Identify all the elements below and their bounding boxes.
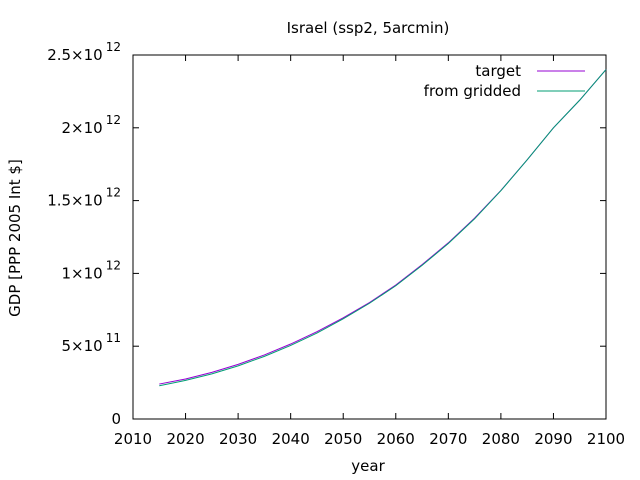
y-tick-exponent: 11 [106, 331, 121, 345]
x-tick-label: 2040 [272, 430, 310, 448]
x-axis: 2010 2020 2030 2040 2050 2060 2070 2080 2090 2100 [114, 55, 625, 448]
series-line-from-gridded [159, 69, 607, 387]
y-tick-mantissa: 0 [111, 410, 121, 428]
legend-label: target [475, 62, 521, 80]
y-tick-label: 2×10 12 [62, 113, 121, 137]
series-line-target [159, 69, 607, 385]
x-tick-label: 2060 [377, 430, 415, 448]
y-tick-mantissa: 2×10 [62, 119, 103, 137]
x-tick-label: 2030 [219, 430, 257, 448]
x-tick-label: 2080 [482, 430, 520, 448]
y-tick-mantissa: 2.5×10 [47, 46, 103, 64]
legend: target from gridded [424, 62, 585, 100]
y-tick-label: 0 [111, 410, 121, 428]
x-axis-label: year [351, 457, 385, 475]
x-tick-label: 2070 [429, 430, 467, 448]
y-tick-label: 5×10 11 [62, 331, 121, 355]
x-tick-label: 2090 [534, 430, 572, 448]
y-tick-mantissa: 5×10 [62, 337, 103, 355]
y-tick-exponent: 12 [106, 258, 121, 272]
series-lines [159, 69, 607, 387]
x-tick-label: 2100 [587, 430, 625, 448]
y-tick-exponent: 12 [106, 40, 121, 54]
y-axis: 05×10 111×10 121.5×10 122×10 122.5×10 12 [47, 40, 606, 428]
x-tick-label: 2020 [166, 430, 204, 448]
y-tick-exponent: 12 [106, 186, 121, 200]
y-tick-label: 1.5×10 12 [47, 186, 121, 210]
x-tick-label: 2050 [324, 430, 362, 448]
y-tick-mantissa: 1×10 [62, 264, 103, 282]
y-tick-exponent: 12 [106, 113, 121, 127]
y-axis-label: GDP [PPP 2005 Int $] [6, 159, 24, 317]
y-tick-label: 2.5×10 12 [47, 40, 121, 64]
y-tick-label: 1×10 12 [62, 258, 121, 282]
x-tick-label: 2010 [114, 430, 152, 448]
legend-label: from gridded [424, 82, 521, 100]
plot-area-border [132, 54, 607, 420]
y-tick-mantissa: 1.5×10 [47, 192, 103, 210]
chart-title: Israel (ssp2, 5arcmin) [287, 19, 450, 37]
